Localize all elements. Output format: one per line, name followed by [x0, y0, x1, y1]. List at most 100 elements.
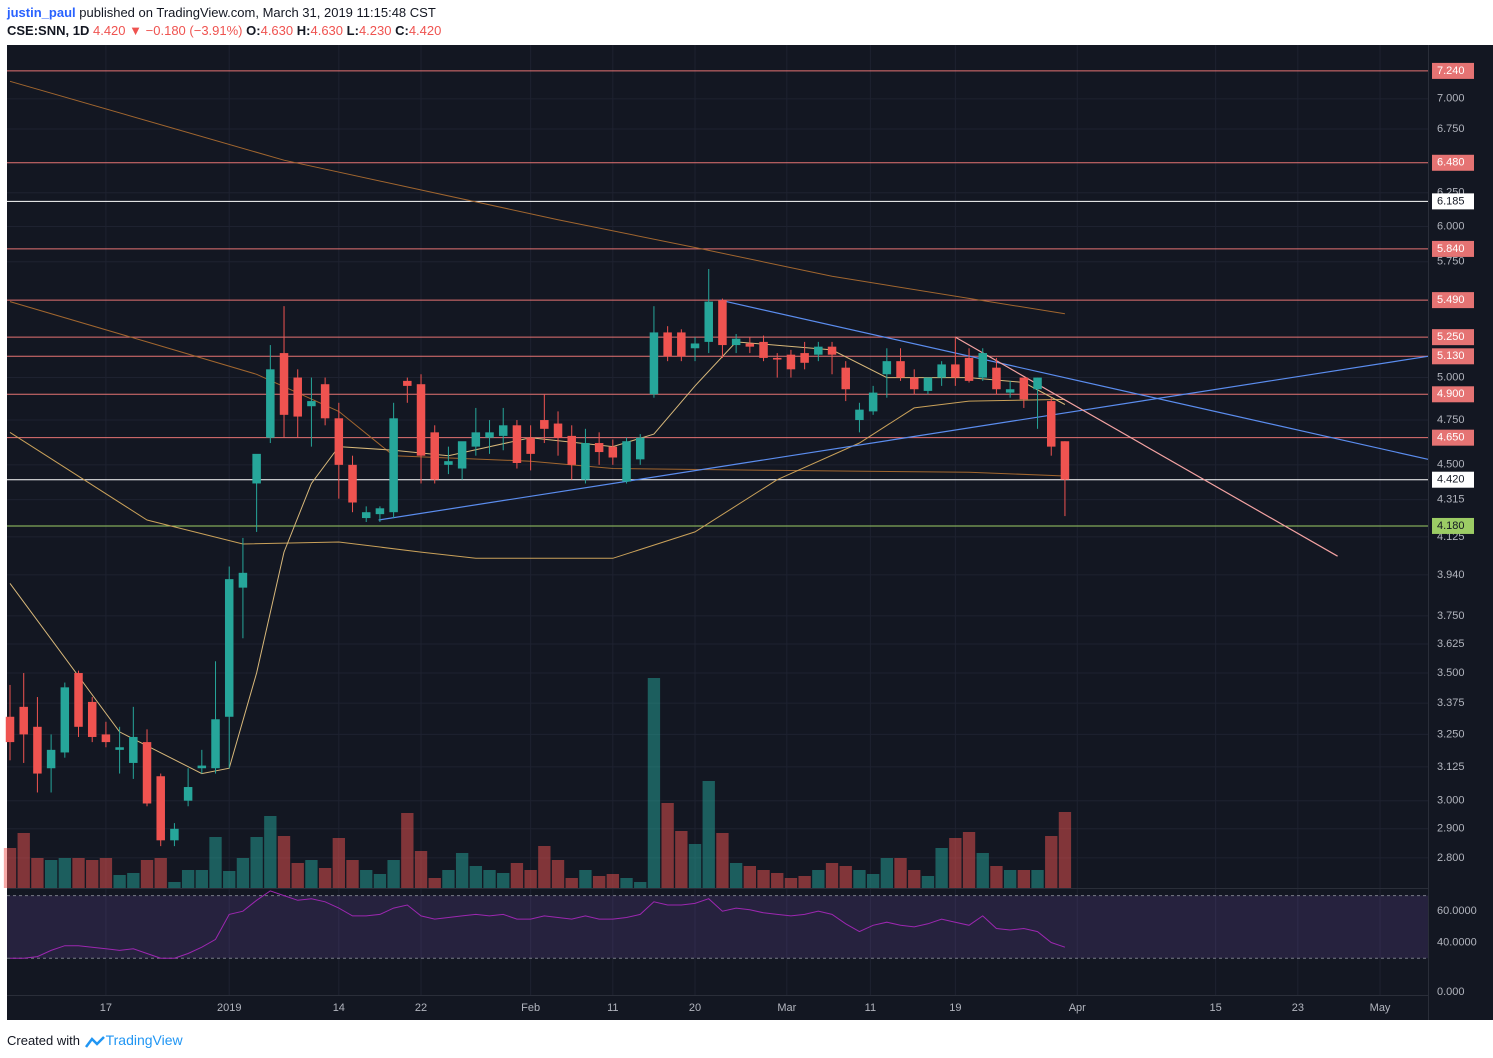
- candle-body: [197, 765, 207, 769]
- candle-body: [814, 346, 823, 355]
- candle-body: [841, 367, 850, 390]
- price-label: 4.900: [1437, 388, 1465, 400]
- candle-body: [5, 716, 15, 743]
- price-label: 4.180: [1437, 520, 1465, 532]
- volume-bar: [524, 870, 537, 888]
- x-tick-label: 20: [689, 1002, 701, 1014]
- volume-bar: [442, 870, 455, 888]
- volume-bar: [565, 878, 578, 888]
- candle-body: [855, 409, 864, 421]
- candle-body: [46, 749, 56, 769]
- volume-bar: [154, 858, 167, 888]
- price-label-box: [1432, 329, 1474, 346]
- volume-bar: [784, 878, 798, 888]
- volume-bar: [579, 870, 592, 888]
- volume-bar: [428, 878, 441, 888]
- volume-bar: [3, 848, 17, 888]
- field-value: 4.230: [358, 23, 392, 38]
- price-label: 6.480: [1437, 157, 1465, 169]
- candle-body: [567, 435, 576, 465]
- published: published on TradingView.com, March 31, …: [79, 5, 436, 20]
- x-tick-label: 11: [607, 1002, 618, 1014]
- volume-bar: [825, 863, 839, 888]
- candle-body: [731, 338, 741, 346]
- rsi-tick-label: 40.0000: [1437, 936, 1477, 948]
- volume-bar: [935, 848, 948, 888]
- y-tick-label: 2.800: [1437, 852, 1465, 864]
- candle-body: [992, 367, 1001, 390]
- volume-bar: [1017, 870, 1031, 888]
- price-label-box: [1432, 193, 1474, 210]
- volume-bar: [44, 860, 58, 888]
- candle-body: [868, 392, 878, 412]
- candle-body: [759, 341, 768, 358]
- volume-bar: [250, 837, 263, 888]
- change: −0.180 (−3.91%): [145, 23, 243, 38]
- volume-bar: [181, 870, 195, 888]
- price-label-box: [1432, 292, 1474, 309]
- volume-bar: [757, 870, 770, 888]
- candle-body: [485, 432, 494, 438]
- x-tick-label: 14: [333, 1002, 345, 1014]
- author[interactable]: justin_paul: [7, 5, 76, 20]
- volume-bar: [853, 870, 866, 888]
- candle-body: [649, 332, 659, 395]
- candle-body: [553, 423, 563, 438]
- candle-body: [978, 353, 987, 378]
- y-tick-label: 5.000: [1437, 371, 1465, 383]
- volume-bar: [866, 874, 880, 888]
- candle-body: [909, 377, 919, 390]
- price-label: 6.185: [1437, 195, 1465, 207]
- candle-body: [266, 369, 275, 438]
- y-tick-label: 4.500: [1437, 459, 1465, 471]
- volume-bar: [880, 858, 894, 888]
- volume-bar: [223, 871, 236, 888]
- candle-body: [786, 354, 796, 370]
- y-tick-label: 7.000: [1437, 93, 1465, 105]
- volume-bar: [195, 870, 208, 888]
- price-label: 4.650: [1437, 432, 1465, 444]
- candle-body: [416, 384, 426, 456]
- volume-bar: [661, 803, 674, 888]
- candle-body: [1060, 441, 1070, 480]
- volume-bar: [990, 866, 1003, 888]
- volume-bar: [277, 836, 291, 888]
- volume-bar: [140, 860, 154, 888]
- volume-bar: [209, 837, 222, 888]
- y-tick-label: 6.750: [1437, 123, 1465, 135]
- volume-bar: [113, 875, 126, 888]
- price-label-box: [1432, 386, 1474, 403]
- volume-bar: [1031, 870, 1044, 888]
- volume-bar: [1003, 870, 1017, 888]
- rsi-tick-label: 60.0000: [1437, 905, 1477, 917]
- price-label-box: [1432, 517, 1474, 534]
- candle-body: [1005, 389, 1015, 393]
- volume-bar: [236, 858, 250, 888]
- volume-bar: [908, 870, 921, 888]
- candle-body: [115, 747, 124, 750]
- volume-bar: [346, 860, 359, 888]
- trend-line: [719, 299, 1429, 460]
- footer-brand[interactable]: TradingView: [105, 1032, 183, 1048]
- candle-body: [19, 706, 28, 735]
- y-tick-label: 4.750: [1437, 414, 1465, 426]
- volume-bar: [401, 813, 414, 888]
- x-tick-label: 2019: [217, 1002, 241, 1014]
- candle-body: [512, 425, 522, 464]
- candle-body: [964, 357, 974, 381]
- y-tick-label: 5.750: [1437, 256, 1465, 268]
- candle-body: [526, 437, 535, 454]
- volume-bar: [510, 863, 524, 888]
- y-tick-label: 3.750: [1437, 610, 1465, 622]
- candle-body: [622, 441, 631, 482]
- price-label: 7.240: [1437, 65, 1465, 77]
- candle-body: [156, 776, 165, 841]
- x-tick-label: Feb: [521, 1002, 540, 1014]
- price-label: 5.840: [1437, 243, 1465, 255]
- candle-body: [923, 377, 933, 391]
- candle-body: [937, 364, 946, 378]
- price-label: 5.250: [1437, 331, 1465, 343]
- candle-body: [348, 464, 357, 503]
- volume-bar: [360, 870, 373, 888]
- y-tick-label: 4.315: [1437, 494, 1465, 506]
